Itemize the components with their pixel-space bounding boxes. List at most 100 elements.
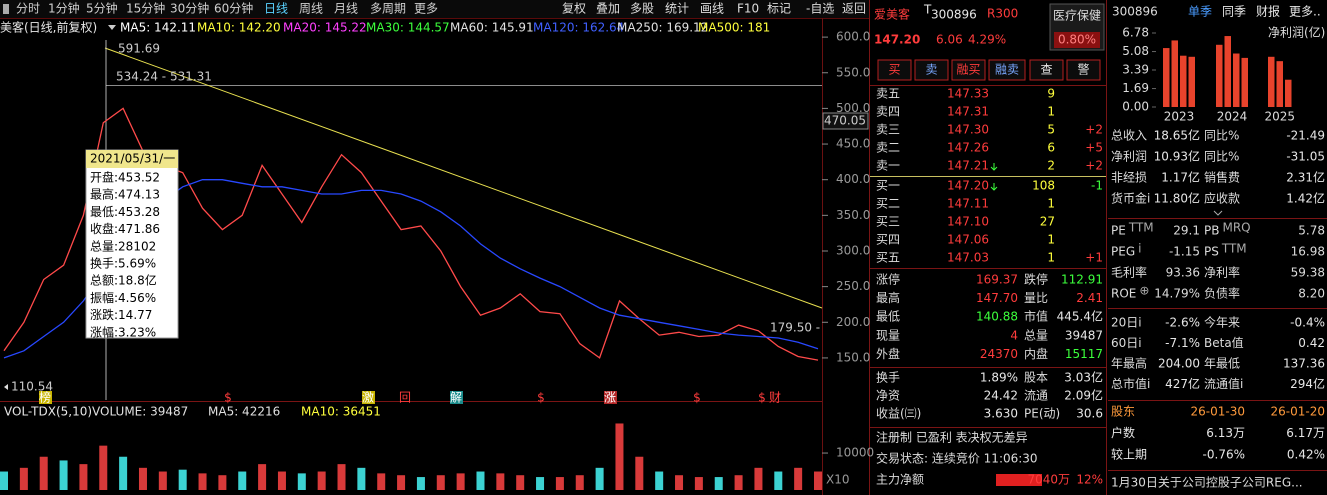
fin-tab[interactable]: 财报 <box>1256 4 1280 19</box>
profit-bar <box>1233 53 1240 107</box>
trade-button[interactable] <box>914 59 949 81</box>
x-tick-label: 2024 <box>1217 110 1248 124</box>
change: 6.06 <box>936 33 963 47</box>
event-marker[interactable]: 涨 <box>604 390 616 405</box>
volume-bar <box>675 475 684 490</box>
news-headline[interactable]: 1月30日关于公司控股子公司REG... <box>1111 476 1303 490</box>
tool-button[interactable]: 统计 <box>665 2 689 16</box>
trade-button-label[interactable]: 融卖 <box>995 63 1019 77</box>
stat-value: 3.03亿 <box>1064 370 1103 385</box>
tool-button[interactable]: 叠加 <box>596 2 620 16</box>
tool-button[interactable]: -自选 <box>806 2 834 16</box>
book-price: 147.33 <box>947 87 989 101</box>
fin-tab[interactable]: 同季 <box>1222 5 1246 19</box>
down-arrow <box>990 183 998 191</box>
fin-value: 137.36 <box>1283 357 1325 371</box>
tool-button[interactable]: F10 <box>737 2 759 16</box>
fin-label-sup: TTM <box>1221 242 1247 256</box>
trade-button-label[interactable]: 警 <box>1077 62 1089 77</box>
book-price: 147.26 <box>947 141 989 155</box>
tooltip-line: 收盘:471.86 <box>90 221 160 236</box>
period-tab[interactable]: 日线 <box>264 2 288 16</box>
period-tab[interactable]: 5分钟 <box>86 1 118 16</box>
fin-tab[interactable]: 单季 <box>1188 5 1212 19</box>
volume-bar <box>655 471 664 490</box>
period-tab[interactable]: 周线 <box>299 2 323 16</box>
event-marker[interactable]: 回 <box>399 391 411 405</box>
ma-indicator: MA10: 142.20 <box>197 21 281 35</box>
trade-button-label[interactable]: 买 <box>888 63 900 77</box>
book-label: 卖五 <box>876 87 900 101</box>
trade-button[interactable] <box>951 59 986 81</box>
tool-button[interactable]: 复权 <box>562 2 586 16</box>
volume-bar <box>555 477 564 490</box>
stat-value: 15117 <box>1065 347 1103 361</box>
tool-button[interactable]: 标记 <box>767 2 791 16</box>
sector-name[interactable]: 医疗保健 <box>1053 9 1101 23</box>
event-marker[interactable]: 财 <box>769 391 781 405</box>
book-label: 买一 <box>876 179 900 193</box>
book-volume: 1 <box>1047 105 1055 119</box>
book-price: 147.20 <box>947 179 989 193</box>
y-tick-label: 0.00 <box>1122 100 1149 114</box>
fin-value: -1.15 <box>1169 245 1200 259</box>
event-marker[interactable]: $ <box>537 391 545 405</box>
period-tab[interactable]: 多周期 <box>370 2 406 16</box>
price-box <box>822 112 869 130</box>
fin-label: 60日i <box>1111 336 1142 350</box>
trade-button-label[interactable]: 卖 <box>925 63 937 77</box>
trade-button[interactable] <box>988 59 1026 81</box>
period-tab[interactable]: 1分钟 <box>48 1 80 16</box>
trade-button[interactable] <box>1066 59 1101 81</box>
profit-bar <box>1163 48 1170 107</box>
period-tab[interactable]: 30分钟 <box>170 1 209 16</box>
fin-label: 年最低 <box>1204 357 1240 371</box>
y-tick-label: 150.0 <box>836 350 870 364</box>
event-marker[interactable]: 激 <box>362 391 374 405</box>
tool-button[interactable]: 多股 <box>630 2 654 16</box>
event-marker[interactable]: 解 <box>450 391 462 405</box>
stat-label: PE(动) <box>1024 407 1060 421</box>
period-tab[interactable]: 月线 <box>334 2 358 16</box>
period-tab[interactable]: 更多 <box>414 2 438 16</box>
annotation: 179.50 - <box>770 321 820 335</box>
trade-button-label[interactable]: 融买 <box>956 63 980 77</box>
event-marker[interactable]: 榜 <box>39 390 51 405</box>
book-volume: 1 <box>1047 251 1055 265</box>
tooltip-line: 最低:453.28 <box>90 205 160 219</box>
volume-bar <box>476 471 485 490</box>
trade-button-label[interactable]: 查 <box>1040 63 1052 77</box>
ma-indicator: MA120: 162.64 <box>533 21 624 35</box>
tooltip-line: 总量:28102 <box>90 239 156 253</box>
stat-label: 现量 <box>876 328 900 342</box>
event-badge <box>604 391 617 404</box>
event-marker[interactable]: $ <box>693 391 701 405</box>
stat-value: 2.09亿 <box>1064 388 1103 403</box>
period-tab[interactable]: 60分钟 <box>214 1 253 16</box>
y-tick-label: 3.39 <box>1122 63 1149 77</box>
book-volume: 9 <box>1047 87 1055 101</box>
trend-line <box>104 47 823 309</box>
flow-label: 主力净额 <box>876 473 924 487</box>
expand-icon[interactable] <box>1213 210 1223 216</box>
fin-tab[interactable]: 更多.. <box>1289 5 1321 19</box>
dropdown-icon[interactable] <box>108 25 116 30</box>
event-marker[interactable]: $ <box>224 391 232 405</box>
book-price: 147.30 <box>947 123 989 137</box>
change-pct: 4.29% <box>968 33 1006 47</box>
price-line <box>3 107 819 361</box>
tool-button[interactable]: 画线 <box>700 2 724 16</box>
y-tick-label: 200.0 <box>836 315 870 329</box>
fin-value: -31.05 <box>1286 150 1325 164</box>
trade-button[interactable] <box>1029 59 1064 81</box>
event-marker[interactable]: $ <box>758 391 766 405</box>
stat-value: 30.6 <box>1076 407 1103 421</box>
fin-label: 20日i <box>1111 316 1142 330</box>
book-volume: 108 <box>1032 179 1055 193</box>
trade-button[interactable] <box>877 59 912 81</box>
period-tab[interactable]: 15分钟 <box>126 1 165 16</box>
tool-button[interactable]: 返回 <box>842 2 866 16</box>
period-tab[interactable]: 分时 <box>16 2 40 16</box>
